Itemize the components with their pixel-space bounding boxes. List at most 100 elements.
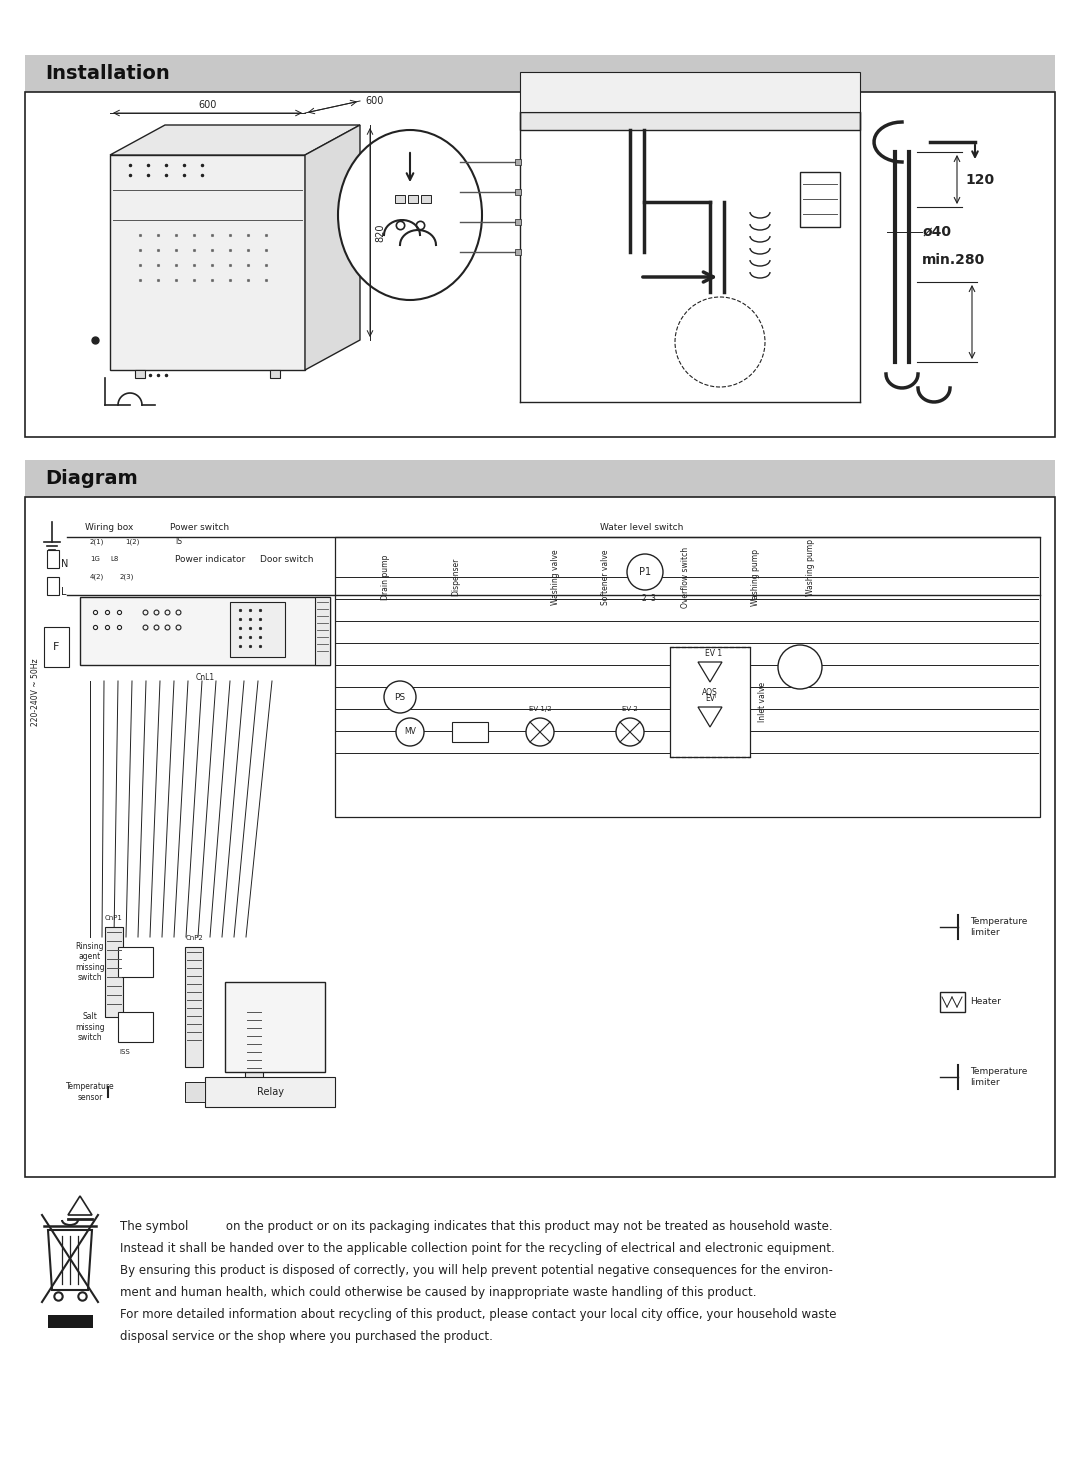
Text: ø40: ø40 <box>922 224 951 239</box>
Circle shape <box>616 718 644 746</box>
Bar <box>80 597 330 666</box>
Text: 220-240V ~ 50Hz: 220-240V ~ 50Hz <box>30 658 40 726</box>
Bar <box>185 947 203 1067</box>
Bar <box>670 647 750 756</box>
Text: Door switch: Door switch <box>260 554 313 563</box>
Bar <box>315 597 330 666</box>
Text: EV 1/2: EV 1/2 <box>529 707 551 712</box>
Text: CnP2: CnP2 <box>185 935 203 941</box>
Bar <box>270 369 280 378</box>
Bar <box>800 172 840 227</box>
Text: CnP1: CnP1 <box>105 915 123 921</box>
Text: Drain pump: Drain pump <box>381 554 390 600</box>
Text: Installation: Installation <box>45 65 170 84</box>
Text: 820: 820 <box>375 223 384 242</box>
Text: Washing pump: Washing pump <box>751 548 760 605</box>
Text: disposal service or the shop where you purchased the product.: disposal service or the shop where you p… <box>120 1330 492 1343</box>
Text: 2(3): 2(3) <box>120 573 134 581</box>
Text: Power indicator: Power indicator <box>175 554 245 563</box>
Bar <box>940 992 966 1012</box>
Text: Overflow switch: Overflow switch <box>681 547 690 607</box>
Bar <box>205 1078 335 1107</box>
Text: 2(1): 2(1) <box>90 538 105 545</box>
Text: Wiring box: Wiring box <box>85 522 133 532</box>
Bar <box>48 578 59 595</box>
Bar <box>105 927 123 1017</box>
Text: 4(2): 4(2) <box>90 573 105 581</box>
Polygon shape <box>110 125 360 155</box>
Circle shape <box>627 554 663 589</box>
Bar <box>25 497 1055 1177</box>
Circle shape <box>384 682 416 712</box>
Ellipse shape <box>338 130 482 301</box>
Text: P1: P1 <box>639 567 651 578</box>
Text: By ensuring this product is disposed of correctly, you will help prevent potenti: By ensuring this product is disposed of … <box>120 1264 833 1277</box>
Text: The symbol          on the product or on its packaging indicates that this produ: The symbol on the product or on its pack… <box>120 1220 833 1233</box>
Text: 1G: 1G <box>90 556 99 561</box>
Text: F: F <box>53 642 59 652</box>
Text: Relay: Relay <box>257 1086 283 1097</box>
Text: Control panel: Control panel <box>244 1082 306 1091</box>
Text: Temperature
limiter: Temperature limiter <box>970 1067 1027 1086</box>
Text: Salt
missing
switch: Salt missing switch <box>76 1012 105 1042</box>
Text: N: N <box>60 559 68 569</box>
Polygon shape <box>305 125 360 369</box>
Text: ment and human health, which could otherwise be caused by inappropriate waste ha: ment and human health, which could other… <box>120 1286 756 1299</box>
Text: Softener valve: Softener valve <box>600 550 610 605</box>
Bar <box>519 111 860 130</box>
Bar <box>25 92 1055 437</box>
Text: IS: IS <box>175 538 183 547</box>
Text: Power switch: Power switch <box>170 522 229 532</box>
Bar <box>515 158 521 166</box>
Bar <box>519 72 860 111</box>
Bar <box>185 1082 205 1102</box>
Bar <box>25 460 1055 497</box>
Text: D-ED: D-ED <box>460 727 480 736</box>
Text: 1(2): 1(2) <box>125 538 139 545</box>
Bar <box>118 947 153 976</box>
Text: Dispenser: Dispenser <box>451 557 460 597</box>
Text: Inlet valve: Inlet valve <box>758 682 767 723</box>
Bar <box>245 1007 264 1086</box>
Text: EV 1: EV 1 <box>705 649 723 658</box>
Text: 600: 600 <box>199 100 217 110</box>
Text: MV: MV <box>404 727 416 736</box>
Text: min.280: min.280 <box>922 254 985 267</box>
Text: CnL1: CnL1 <box>195 673 215 682</box>
Bar <box>44 627 69 667</box>
Text: AQS: AQS <box>702 688 718 696</box>
Bar <box>515 218 521 224</box>
Bar <box>408 195 418 202</box>
Bar <box>48 550 59 567</box>
Text: PS: PS <box>394 692 406 702</box>
Text: Instead it shall be handed over to the applicable collection point for the recyc: Instead it shall be handed over to the a… <box>120 1242 835 1255</box>
Text: Diagram: Diagram <box>45 469 138 488</box>
Bar <box>335 537 1040 817</box>
Text: 2: 2 <box>642 594 647 603</box>
Bar <box>225 982 325 1072</box>
Text: 600: 600 <box>365 95 383 106</box>
Bar <box>110 155 305 369</box>
Bar <box>135 369 145 378</box>
Bar <box>118 1012 153 1042</box>
Text: 120: 120 <box>966 173 994 188</box>
Text: L: L <box>60 586 67 597</box>
Text: 3: 3 <box>650 594 654 603</box>
Bar <box>230 603 285 657</box>
Text: CnP3: CnP3 <box>245 995 262 1001</box>
Text: Heater: Heater <box>970 997 1001 1007</box>
Circle shape <box>526 718 554 746</box>
Text: For more detailed information about recycling of this product, please contact yo: For more detailed information about recy… <box>120 1308 837 1321</box>
Bar <box>421 195 431 202</box>
Bar <box>395 195 405 202</box>
Bar <box>515 189 521 195</box>
Text: Washing pump: Washing pump <box>806 538 815 595</box>
Text: L8: L8 <box>110 556 119 561</box>
Text: Washing valve: Washing valve <box>551 550 561 605</box>
Text: EV 2: EV 2 <box>622 707 638 712</box>
Text: Rinsing
agent
missing
switch: Rinsing agent missing switch <box>76 941 105 982</box>
Text: ISS: ISS <box>120 1050 131 1056</box>
Circle shape <box>396 718 424 746</box>
Bar <box>453 721 488 742</box>
Bar <box>515 249 521 255</box>
